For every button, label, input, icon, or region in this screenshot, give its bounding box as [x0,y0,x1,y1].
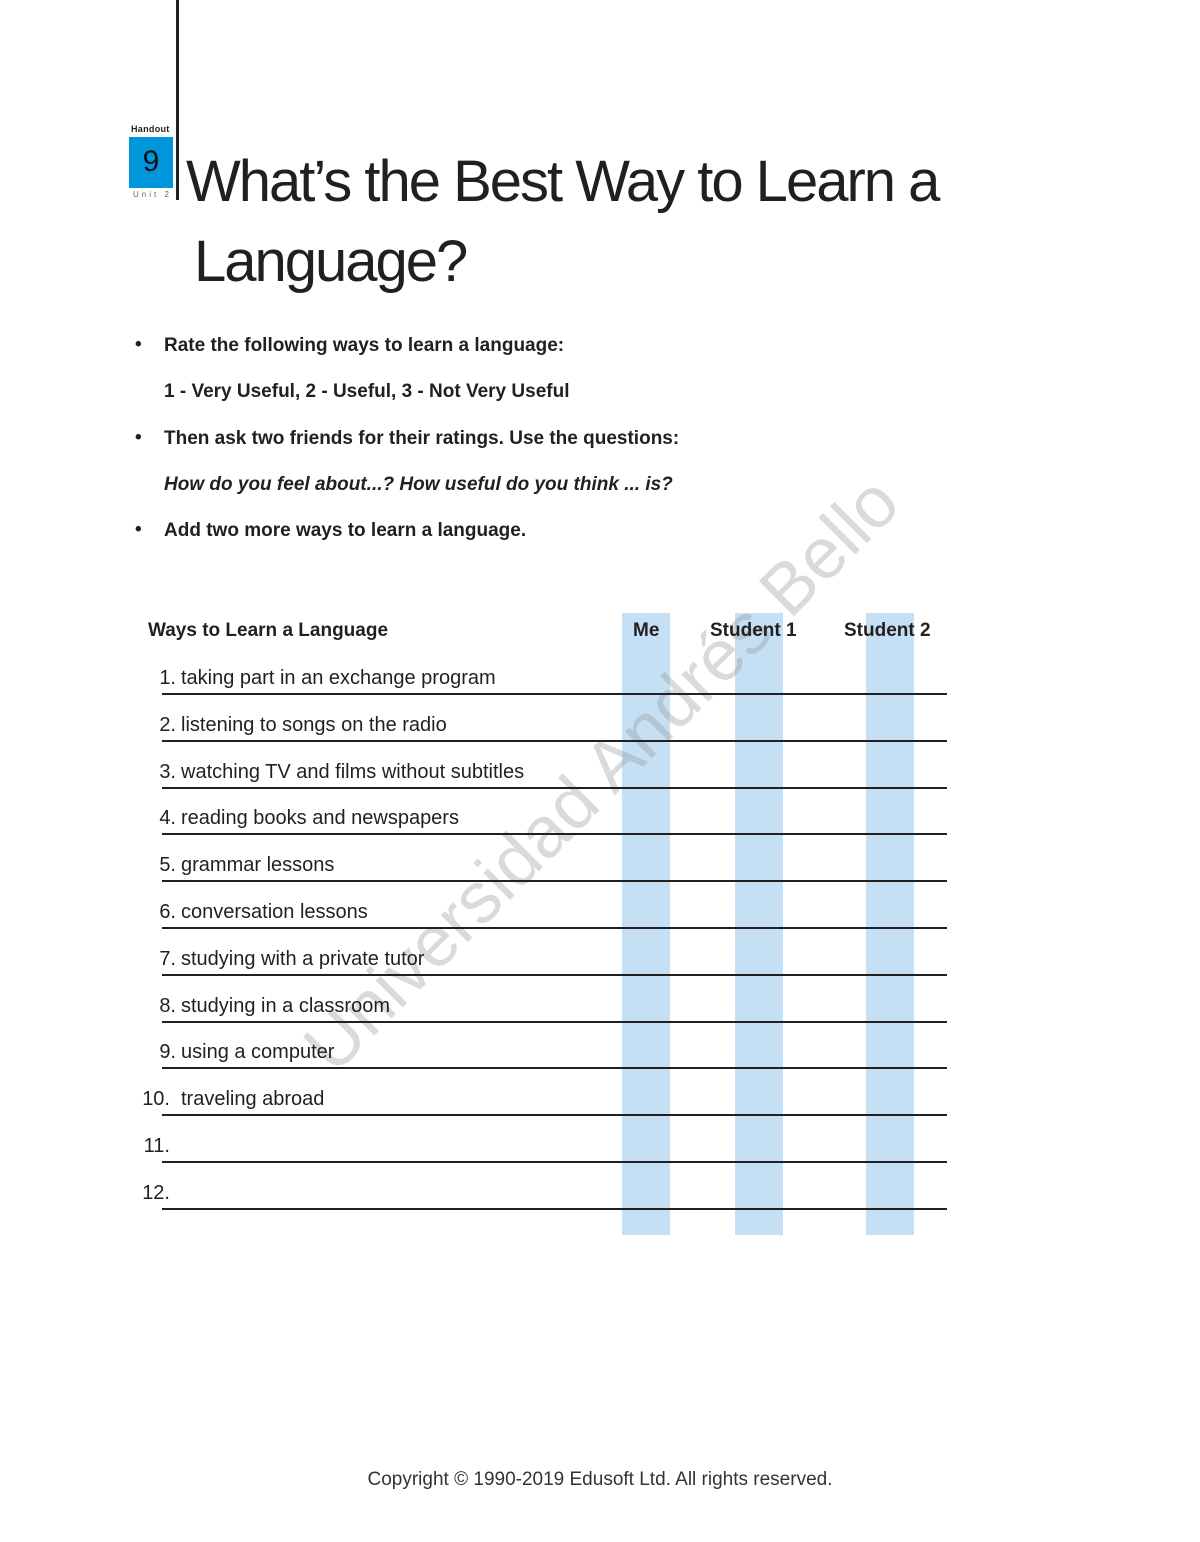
vertical-divider [176,0,179,200]
column-student2-shading [866,613,914,1235]
answer-line[interactable] [162,1020,947,1023]
instruction-text: 1 - Very Useful, 2 - Useful, 3 - Not Ver… [164,381,570,403]
column-student1-shading [735,613,783,1235]
answer-line[interactable] [162,786,947,789]
row-label: using a computer [181,1041,335,1064]
row-number: 12. [142,1181,170,1204]
table-row: 8. studying in a classroom [0,995,1200,1042]
table-row: 4. reading books and newspapers [0,807,1200,854]
unit-label: Unit 2 [133,190,172,199]
table-row: 10. traveling abroad [0,1088,1200,1135]
answer-line[interactable] [162,1207,947,1210]
answer-line[interactable] [162,833,947,836]
row-number: 7. [159,947,176,970]
answer-line[interactable] [162,1161,947,1163]
row-number: 9. [159,1041,176,1064]
answer-line[interactable] [162,1067,947,1070]
instruction-text: Rate the following ways to learn a langu… [164,335,565,356]
row-label: watching TV and films without subtitles [181,760,525,783]
row-number: 3. [159,760,176,783]
bullet: • [135,334,142,355]
instruction-text: Then ask two friends for their ratings. … [164,427,680,449]
table-row: 11. [0,1135,1200,1182]
row-number: 2. [159,713,176,736]
row-label: traveling abroad [181,1088,325,1111]
table-row: 1. taking part in an exchange program [0,667,1200,714]
table-row: 9. using a computer [0,1041,1200,1088]
instruction-text: Add two more ways to learn a language. [164,520,527,542]
row-label: grammar lessons [181,854,335,877]
row-number: 10. [142,1088,170,1111]
handout-label: Handout [131,124,170,134]
answer-line[interactable] [162,927,947,929]
row-label: reading books and newspapers [181,807,459,830]
column-me-shading [622,613,670,1235]
answer-line[interactable] [162,880,947,883]
row-number: 6. [159,901,176,923]
row-number: 5. [159,854,176,877]
row-number: 4. [159,807,176,830]
answer-line[interactable] [162,739,947,742]
table-row: 5. grammar lessons [0,854,1200,901]
row-label: studying in a classroom [181,994,390,1017]
row-number: 1. [159,667,176,689]
title-line-1: What’s the Best Way to Learn a [186,149,940,214]
row-label: listening to songs on the radio [181,713,447,736]
header-student1: Student 1 [710,620,797,641]
answer-line[interactable] [162,693,947,695]
table-row: 7. studying with a private tutor [0,948,1200,995]
header-me: Me [633,620,660,641]
title-line-2: Language? [194,229,468,294]
table-row: 3. watching TV and films without subtitle… [0,761,1200,808]
table-row: 2. listening to songs on the radio [0,714,1200,761]
page-title: What’s the Best Way to Learn a Language? [186,142,946,302]
handout-number-badge: 9 [129,137,173,188]
answer-line[interactable] [162,1114,947,1117]
table-row: 12. [0,1182,1200,1229]
row-number: 11. [143,1135,170,1157]
header-ways: Ways to Learn a Language [148,620,389,641]
instruction-text: How do you feel about...? How useful do … [164,473,673,495]
row-label: conversation lessons [181,901,368,923]
copyright: Copyright © 1990-2019 Edusoft Ltd. All r… [367,1469,833,1490]
bullet: • [135,519,142,541]
row-number: 8. [159,994,176,1017]
row-label: taking part in an exchange program [181,667,496,689]
table-row: 6. conversation lessons [0,901,1200,948]
answer-line[interactable] [162,973,947,976]
bullet: • [135,426,142,448]
row-label: studying with a private tutor [181,947,425,970]
header-student2: Student 2 [844,620,931,641]
